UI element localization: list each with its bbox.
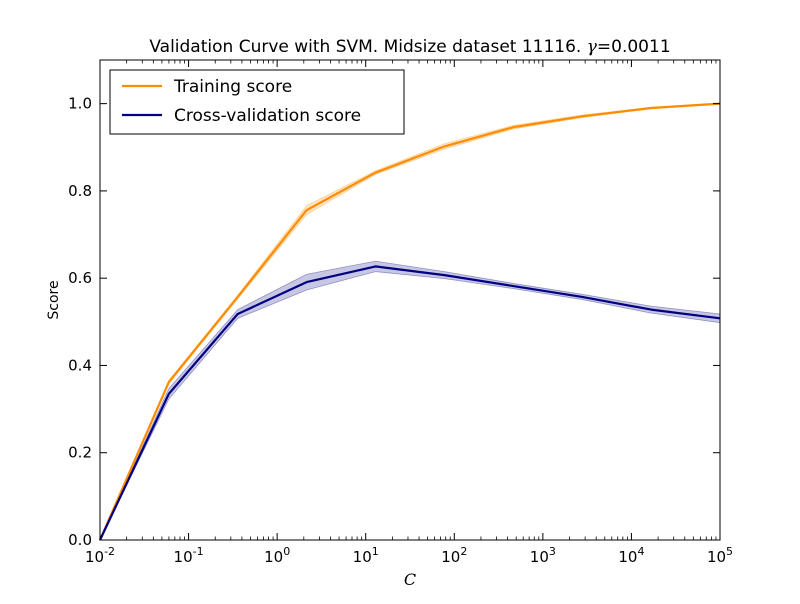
x-axis-ticks: 10-2 10-1 100 101 102 103 104 105 <box>85 60 733 566</box>
y-axis-label: Score <box>46 280 62 319</box>
y-tick-label: 0.0 <box>68 531 92 549</box>
x-tick-label: 102 <box>441 545 467 566</box>
y-tick-label: 0.4 <box>68 356 92 374</box>
chart-title-gamma-value: =0.0011 <box>597 37 671 57</box>
x-tick-label: 10-1 <box>174 545 204 566</box>
cross-validation-score-line <box>99 265 721 541</box>
std-bands <box>99 102 721 541</box>
x-tick-label: 104 <box>618 545 644 566</box>
chart-title-gamma: γ <box>587 37 598 57</box>
legend-label-training: Training score <box>173 77 292 97</box>
x-tick-label: 103 <box>530 545 556 566</box>
x-tick-label: 105 <box>707 545 733 566</box>
x-tick-label: 100 <box>264 545 290 566</box>
cross-validation-std-band <box>99 260 721 541</box>
y-tick-label: 0.6 <box>68 269 92 287</box>
chart-title: Validation Curve with SVM. Midsize datas… <box>149 37 670 57</box>
x-axis-label: C <box>404 570 416 589</box>
legend-label-cv: Cross-validation score <box>174 106 361 126</box>
chart-title-text: Validation Curve with SVM. Midsize datas… <box>149 37 586 57</box>
y-tick-label: 0.2 <box>68 444 92 462</box>
y-tick-label: 1.0 <box>68 95 92 113</box>
legend-box <box>109 69 405 135</box>
y-tick-label: 0.8 <box>68 182 92 200</box>
series-lines <box>98 102 721 541</box>
training-std-band <box>99 102 721 541</box>
y-axis-ticks: 0.0 0.2 0.4 0.6 0.8 1.0 <box>68 95 720 549</box>
training-score-line <box>98 102 721 541</box>
plot-frame <box>99 59 721 541</box>
x-tick-label: 10-2 <box>85 545 115 566</box>
x-tick-label: 101 <box>353 545 379 566</box>
legend: Training score Cross-validation score <box>109 69 405 135</box>
